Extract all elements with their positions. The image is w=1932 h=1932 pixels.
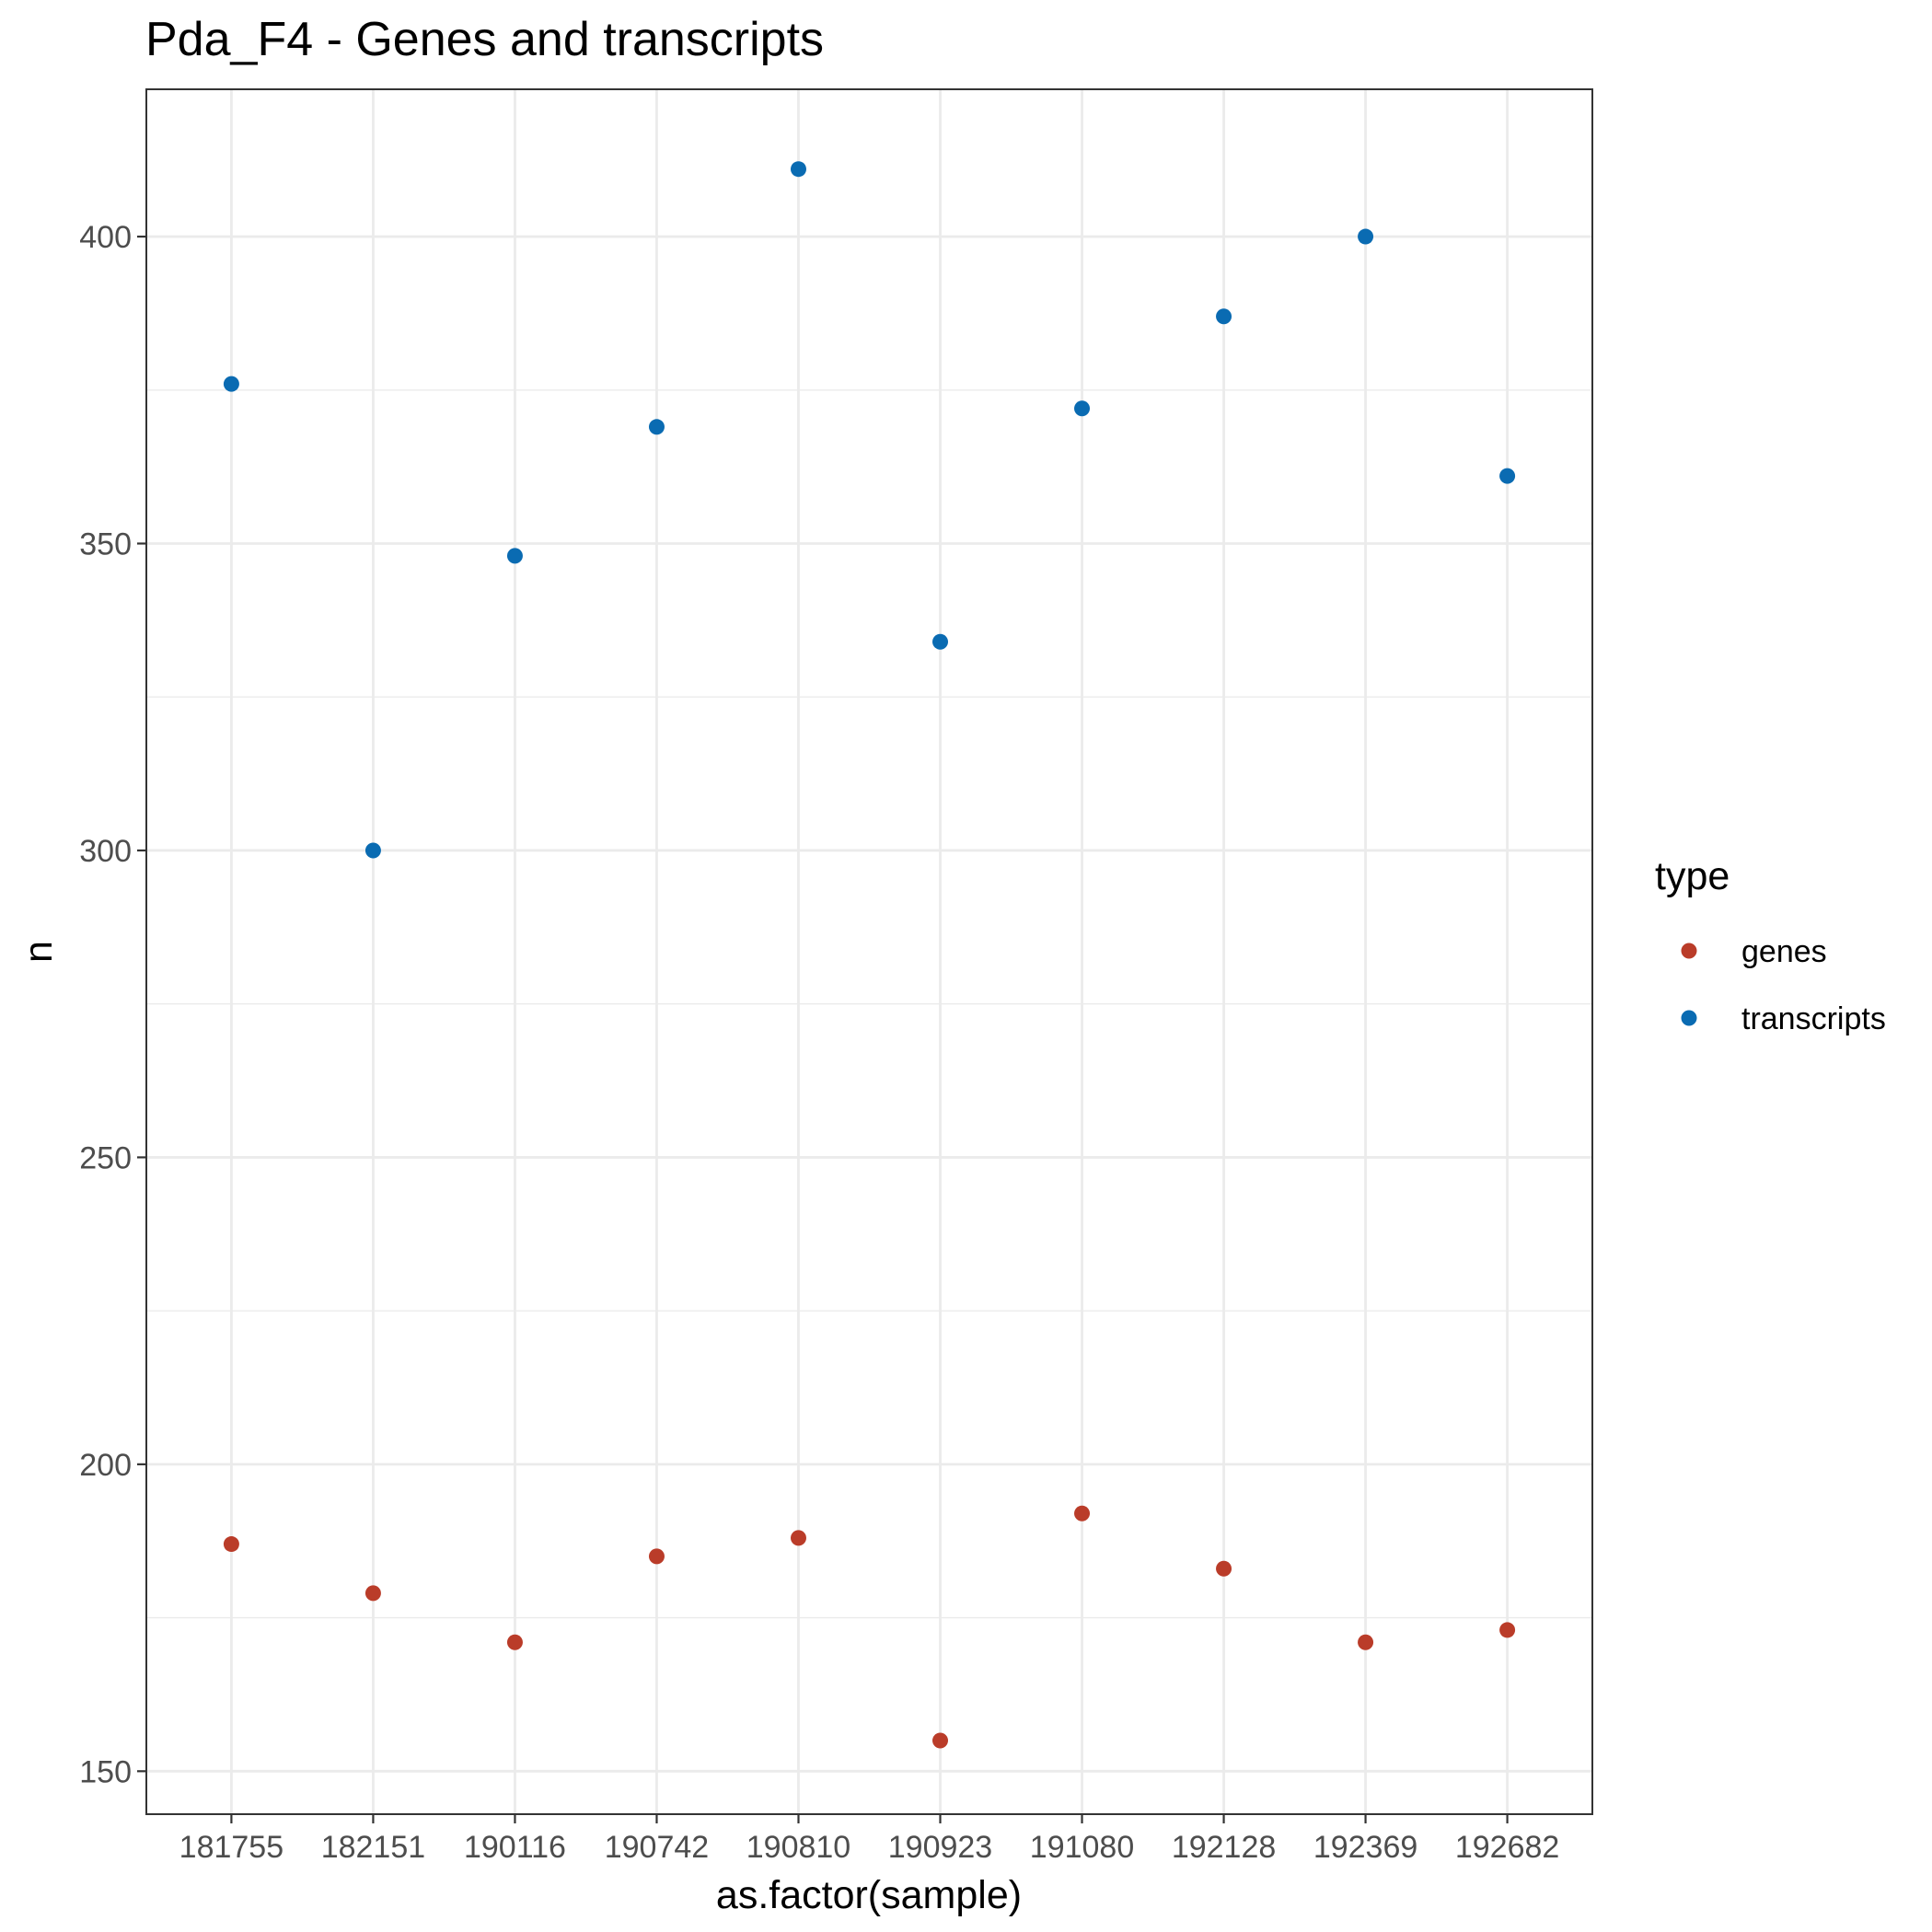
point-transcripts [506, 548, 523, 564]
point-genes [1499, 1622, 1516, 1638]
legend: type genes transcripts [1655, 854, 1886, 1036]
x-tick-label: 190742 [605, 1830, 709, 1865]
point-transcripts [1074, 400, 1091, 417]
point-transcripts [790, 161, 806, 178]
legend-label-transcripts: transcripts [1741, 1001, 1886, 1036]
legend-key-transcripts [1681, 1010, 1697, 1026]
y-tick-label: 350 [79, 527, 132, 562]
minor-gridlines [146, 389, 1592, 1619]
x-axis: 181755 182151 190116 190742 190810 190923 1910… [179, 1814, 1559, 1865]
point-genes [364, 1585, 381, 1602]
legend-key-genes [1681, 943, 1697, 959]
point-transcripts [648, 419, 665, 435]
y-axis: 150 200 250 300 350 400 [79, 220, 146, 1789]
legend-title: type [1655, 854, 1730, 898]
x-tick-label: 192682 [1455, 1830, 1559, 1865]
x-tick-label: 190810 [746, 1830, 850, 1865]
point-genes [223, 1536, 239, 1553]
point-genes [648, 1548, 665, 1565]
point-transcripts [1499, 468, 1516, 484]
x-tick-label: 182151 [321, 1830, 425, 1865]
y-tick-label: 200 [79, 1448, 132, 1483]
point-genes [1074, 1505, 1091, 1521]
point-genes [790, 1530, 806, 1546]
x-tick-label: 191080 [1030, 1830, 1134, 1865]
point-genes [506, 1634, 523, 1650]
y-axis-title: n [17, 941, 61, 963]
x-axis-title: as.factor(sample) [716, 1873, 1022, 1917]
point-transcripts [223, 376, 239, 392]
point-genes [932, 1732, 949, 1749]
y-tick-label: 400 [79, 220, 132, 255]
data-points [223, 161, 1516, 1749]
legend-label-genes: genes [1741, 934, 1827, 969]
point-transcripts [932, 633, 949, 650]
point-transcripts [364, 842, 381, 859]
point-transcripts [1358, 228, 1374, 245]
x-tick-label: 190923 [888, 1830, 992, 1865]
plot-border [145, 88, 1593, 1815]
y-tick-label: 150 [79, 1754, 132, 1789]
plot-panel [146, 89, 1592, 1814]
x-tick-label: 192369 [1313, 1830, 1417, 1865]
y-tick-label: 250 [79, 1140, 132, 1175]
x-tick-label: 181755 [179, 1830, 283, 1865]
x-tick-label: 192128 [1172, 1830, 1276, 1865]
y-tick-label: 300 [79, 834, 132, 869]
x-tick-label: 190116 [464, 1830, 566, 1865]
point-transcripts [1216, 308, 1232, 325]
point-genes [1358, 1634, 1374, 1650]
chart-title: Pda_F4 - Genes and transcripts [145, 13, 824, 66]
point-genes [1216, 1560, 1232, 1577]
